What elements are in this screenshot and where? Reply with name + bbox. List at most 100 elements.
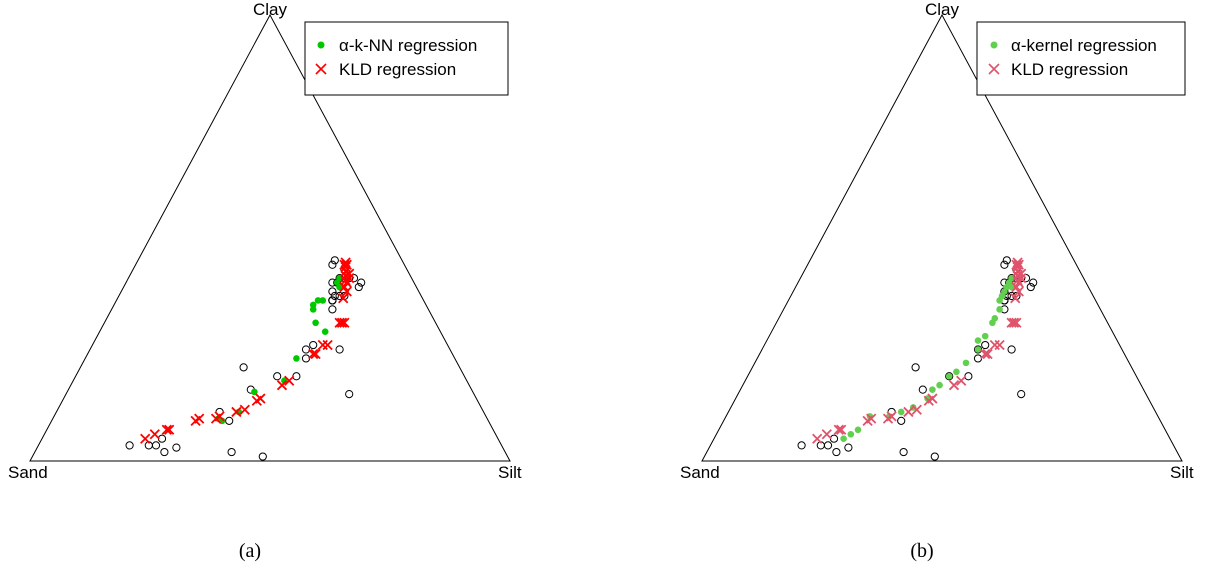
kld-point (344, 268, 355, 279)
observed-point (1000, 260, 1009, 269)
kld-point (956, 375, 967, 386)
kld-point (322, 339, 333, 351)
observed-point (151, 441, 161, 450)
kld-point (812, 433, 823, 444)
observed-point (918, 385, 927, 394)
kld-point (344, 273, 355, 284)
legend: α-k-NN regression KLD regression (304, 21, 509, 96)
observed-point (273, 372, 282, 381)
observed-point (930, 452, 939, 461)
kld-point (927, 393, 938, 404)
kld-point (338, 293, 349, 304)
regression-point (847, 430, 855, 438)
legend-dot-marker (990, 41, 998, 49)
observed-point (160, 447, 169, 457)
observed-point (1026, 282, 1035, 292)
vertex-label-silt: Silt (1170, 463, 1194, 482)
observed-point (328, 260, 337, 269)
observed-point (1017, 390, 1026, 399)
points-layer (797, 256, 1038, 461)
regression-point (953, 368, 960, 376)
legend-entry-label: KLD regression (339, 60, 456, 79)
regression-point (974, 346, 982, 353)
legend-box (976, 21, 1186, 96)
kld-point (866, 413, 877, 424)
kld-point (836, 424, 847, 435)
ternary-triangle (701, 13, 1183, 462)
kld-point (886, 411, 897, 422)
legend-entry-label: KLD regression (1011, 60, 1128, 79)
observed-point (945, 372, 954, 381)
kld-point (1016, 268, 1027, 279)
legend: α-kernel regression KLD regression (976, 21, 1186, 96)
regression-point (929, 386, 936, 393)
kld-point (1011, 259, 1022, 270)
observed-point (797, 441, 806, 450)
vertex-label-sand: Sand (680, 463, 720, 482)
observed-point (301, 345, 311, 354)
regression-point (319, 297, 327, 304)
panel-b: Clay Sand Silt α-kernel regression KLD r… (680, 0, 1194, 562)
kld-point (239, 404, 250, 415)
observed-point (328, 287, 337, 296)
kld-point (284, 375, 295, 386)
kld-point (980, 348, 991, 360)
panel-caption: (b) (910, 540, 933, 562)
observed-point (225, 416, 234, 425)
regression-point (314, 297, 322, 304)
regression-point (840, 435, 847, 443)
kld-point (1008, 317, 1020, 328)
kld-point (276, 380, 288, 391)
observed-point (301, 354, 311, 363)
legend-box (304, 21, 509, 96)
vertex-label-clay: Clay (925, 0, 960, 19)
observed-point (345, 390, 354, 399)
observed-point (330, 256, 339, 265)
observed-point (899, 447, 908, 457)
vertex-label-sand: Sand (8, 463, 48, 482)
regression-point (854, 426, 862, 434)
ternary-triangle (29, 13, 511, 462)
observed-point (227, 447, 236, 457)
regression-point (974, 337, 982, 344)
kld-point (989, 339, 1000, 351)
points-layer (125, 256, 366, 461)
kld-point (149, 429, 160, 440)
observed-point (330, 291, 339, 301)
kld-point (255, 393, 266, 404)
kld-point (231, 406, 242, 418)
legend-cross-marker (988, 63, 1000, 75)
legend-entry-label: α-k-NN regression (339, 36, 477, 55)
regression-point (996, 306, 1003, 313)
observed-point (832, 447, 841, 457)
regression-point (293, 355, 300, 362)
observed-point (1002, 256, 1011, 265)
kld-point (994, 339, 1005, 351)
kld-point (164, 424, 175, 435)
kld-point (336, 317, 348, 328)
observed-point (964, 372, 973, 381)
regression-point (336, 283, 343, 291)
kld-point (948, 380, 960, 391)
kld-point (308, 348, 319, 360)
regression-point (309, 301, 317, 309)
observed-point (911, 363, 920, 372)
kld-point (982, 348, 993, 360)
observed-point (1029, 278, 1038, 287)
observed-point (328, 305, 337, 314)
observed-point (897, 416, 906, 425)
vertex-label-silt: Silt (498, 463, 522, 482)
vertex-label-clay: Clay (253, 0, 288, 19)
kld-point (194, 413, 205, 424)
observed-point (172, 443, 181, 452)
regression-point (991, 314, 999, 322)
kld-point (214, 411, 225, 422)
observed-point (258, 452, 267, 461)
observed-point (335, 345, 344, 354)
kld-point (903, 406, 914, 418)
panel-a: Clay Sand Silt α-k-NN regression KLD reg… (8, 0, 522, 562)
observed-point (354, 282, 363, 292)
kld-point (911, 404, 922, 415)
observed-point (292, 372, 301, 381)
